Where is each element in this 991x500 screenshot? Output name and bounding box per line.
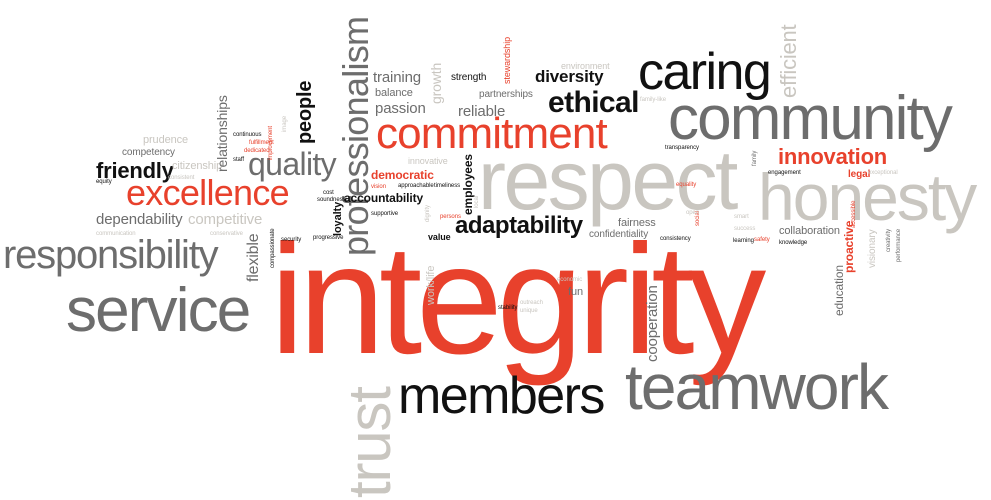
- word-creativity: creativity: [886, 228, 892, 252]
- word-service: service: [66, 276, 251, 345]
- word-training: training: [373, 69, 421, 86]
- word-supportive: supportive: [371, 211, 399, 217]
- word-compassionate: compassionate: [270, 228, 276, 268]
- word-accountability: accountability: [344, 191, 424, 205]
- word-reliable: reliable: [458, 103, 506, 120]
- word-unique: unique: [520, 308, 538, 314]
- word-stewardship: stewardship: [502, 36, 512, 84]
- word-communication: communication: [96, 231, 136, 237]
- word-partnerships: partnerships: [479, 89, 533, 100]
- word-performance: performance: [896, 228, 902, 262]
- word-outreach: outreach: [520, 300, 543, 306]
- word-staff: staff: [233, 157, 244, 163]
- word-success: success: [734, 226, 756, 232]
- word-work-life: work/life: [425, 265, 437, 305]
- word-citizenship: citizenship: [172, 160, 223, 172]
- word-equity: equity: [96, 179, 112, 185]
- word-dignity: dignity: [425, 205, 431, 222]
- word-local: local: [474, 195, 480, 208]
- word-value: value: [428, 232, 451, 242]
- word-fulfillment: fulfillment: [249, 140, 274, 146]
- word-environment: environment: [561, 61, 610, 71]
- word-cost: cost: [323, 190, 334, 196]
- word-timeliness: timeliness: [434, 183, 461, 189]
- word-dependability: dependability: [96, 211, 183, 228]
- word-balance: balance: [375, 87, 413, 99]
- word-learning: learning: [733, 238, 754, 244]
- word-innovation: innovation: [778, 144, 888, 169]
- word-honesty: honesty: [758, 160, 977, 234]
- word-teamwork: teamwork: [625, 351, 889, 423]
- word-loyalty: loyalty: [332, 201, 344, 236]
- word-equality: equality: [676, 182, 697, 188]
- word-consistency: consistency: [660, 236, 691, 242]
- word-quality: quality: [248, 146, 337, 182]
- word-prudence: prudence: [143, 134, 188, 146]
- word-knowledge: knowledge: [779, 240, 808, 246]
- word-legal: legal: [848, 169, 871, 180]
- word-consistent: consistent: [168, 175, 195, 181]
- word-security: security: [281, 237, 302, 243]
- word-economic: economic: [557, 277, 583, 283]
- word-fun: fun: [568, 286, 583, 298]
- word-competency: competency: [122, 147, 175, 158]
- word-exceptional: exceptional: [868, 170, 898, 176]
- word-vision: vision: [371, 184, 386, 190]
- word-collaboration: collaboration: [779, 225, 840, 237]
- word-transparency: transparency: [665, 145, 699, 151]
- word-people: people: [294, 80, 316, 144]
- word-image: image: [282, 115, 288, 132]
- word-confidentiality: confidentiality: [589, 229, 649, 240]
- word-innovative: innovative: [408, 156, 448, 166]
- word-commitment: commitment: [376, 109, 608, 158]
- word-accessible: accessible: [851, 200, 857, 228]
- word-growth: growth: [428, 62, 444, 104]
- word-engagement: engagement: [768, 170, 801, 176]
- word-employees: employees: [461, 154, 475, 215]
- word-education: education: [832, 265, 846, 316]
- word-trust: trust: [336, 387, 403, 498]
- word-flexible: flexible: [245, 233, 262, 282]
- word-smart: smart: [734, 214, 749, 220]
- word-family-like: family-like: [640, 97, 667, 103]
- word-passion: passion: [375, 100, 426, 117]
- word-competitive: competitive: [188, 211, 263, 228]
- word-fairness: fairness: [618, 217, 656, 229]
- word-approachable: approachable: [398, 183, 434, 189]
- word-safety: safety: [754, 237, 770, 243]
- word-responsibility: responsibility: [3, 233, 219, 277]
- word-community: community: [668, 84, 953, 153]
- word-cooperation: cooperation: [644, 285, 661, 362]
- word-strength: strength: [451, 72, 487, 83]
- word-soundness: soundness: [317, 197, 346, 203]
- word-relationships: relationships: [214, 95, 230, 172]
- word-friendly: friendly: [96, 158, 174, 183]
- word-continuous: continuous: [233, 132, 262, 138]
- word-stability: stability: [498, 305, 518, 311]
- word-efficient: efficient: [776, 24, 801, 98]
- word-progressive: progressive: [313, 235, 344, 241]
- word-dedicated: dedicated: [244, 148, 270, 154]
- word-ethical: ethical: [548, 86, 639, 119]
- word-visionary: visionary: [867, 229, 878, 268]
- word-integrity: integrity: [270, 213, 766, 387]
- word-excellence: excellence: [126, 172, 290, 213]
- word-persons: persons: [440, 214, 461, 220]
- word-conservative: conservative: [210, 231, 243, 237]
- word-adaptability: adaptability: [455, 212, 583, 239]
- word-democratic: democratic: [371, 168, 434, 182]
- word-diversity: diversity: [535, 67, 604, 86]
- word-open: open: [686, 210, 700, 216]
- word-respect: respect: [478, 133, 738, 227]
- word-members: members: [398, 367, 605, 425]
- word-family: family: [752, 150, 758, 166]
- word-caring: caring: [638, 43, 772, 101]
